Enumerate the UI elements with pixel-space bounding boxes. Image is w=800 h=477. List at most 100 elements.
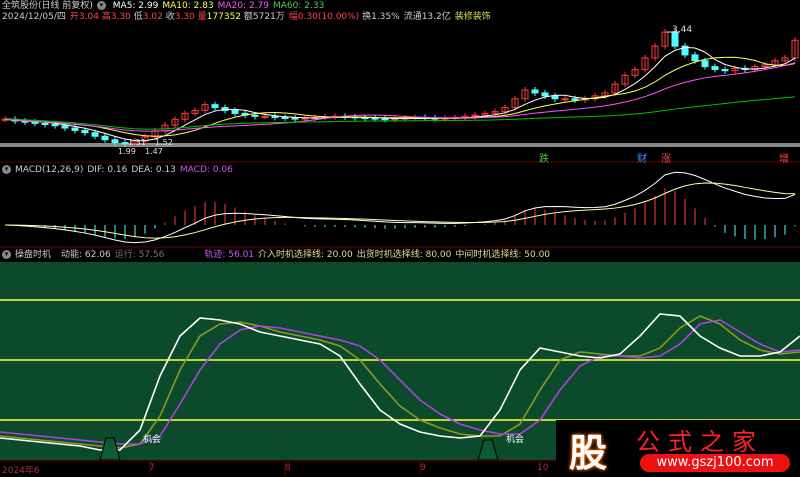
candle bbox=[521, 89, 529, 100]
macd-title: MACD(12,26,9) bbox=[15, 165, 84, 175]
chance-label-1: 机会 bbox=[143, 435, 162, 445]
candle bbox=[101, 135, 109, 141]
candle bbox=[631, 69, 639, 76]
candle bbox=[511, 98, 519, 109]
ma5-line bbox=[4, 46, 796, 142]
settings-toggle-icon[interactable]: ▾ bbox=[96, 1, 106, 10]
timing-purple-line bbox=[0, 319, 800, 445]
ma20-line bbox=[4, 62, 796, 132]
axis-label-oct: 10 bbox=[537, 463, 549, 473]
ma20-label: MA20: 2.79 bbox=[217, 1, 269, 11]
candle bbox=[481, 112, 489, 116]
low-label: 低 bbox=[133, 12, 143, 22]
macd-value: MACD: 0.06 bbox=[179, 165, 233, 175]
signal-rise: 涨 bbox=[661, 154, 671, 165]
axis-label-jul: 7 bbox=[149, 463, 155, 473]
candle bbox=[231, 109, 239, 114]
ma10-line bbox=[4, 56, 796, 137]
timing-header: ▾ 操盘时机 动能: 62.06 运行: 57.56 轨迹: 56.01 介入时机选择线:… bbox=[2, 249, 554, 261]
candle bbox=[171, 118, 179, 126]
signal-finance: 财 bbox=[637, 154, 647, 165]
candle bbox=[181, 112, 189, 120]
low-value: 3.02 bbox=[142, 12, 163, 22]
candle bbox=[691, 54, 699, 62]
chance-marker bbox=[477, 439, 499, 461]
macd-toggle-icon[interactable]: ▾ bbox=[2, 165, 11, 174]
track-value: 轨迹: 56.01 bbox=[204, 250, 255, 260]
candle bbox=[91, 132, 99, 137]
candle bbox=[251, 114, 259, 117]
high-marker-label: 3.44 bbox=[672, 25, 693, 35]
candle bbox=[291, 117, 299, 120]
macd-header: ▾ MACD(12,26,9) DIF: 0.16 DEA: 0.13 MACD: 0.… bbox=[2, 164, 237, 176]
candle bbox=[261, 115, 269, 118]
candle bbox=[531, 89, 539, 94]
candle bbox=[751, 66, 759, 71]
chance-marker bbox=[99, 437, 121, 461]
change-value: 0.30(10.00%) bbox=[297, 12, 360, 22]
axis-label-aug: 8 bbox=[285, 463, 291, 473]
high-label: 高 bbox=[101, 12, 111, 22]
panel-separator bbox=[0, 143, 800, 147]
timing-white-line bbox=[0, 313, 800, 451]
candle bbox=[281, 117, 289, 120]
macd-dea: DEA: 0.13 bbox=[131, 165, 176, 175]
candle bbox=[571, 98, 579, 101]
candle bbox=[541, 92, 549, 97]
candle bbox=[271, 115, 279, 119]
watermark-url: www.gszj100.com bbox=[640, 454, 790, 472]
candle bbox=[31, 121, 39, 124]
timing-toggle-icon[interactable]: ▾ bbox=[2, 250, 11, 259]
macd-dif: DIF: 0.16 bbox=[87, 165, 128, 175]
candle bbox=[71, 127, 79, 131]
quote-date: 2024/12/05/四 bbox=[2, 12, 66, 22]
candle bbox=[121, 142, 129, 145]
candle bbox=[551, 95, 559, 100]
chance-label-2: 机会 bbox=[506, 435, 525, 445]
candle bbox=[211, 104, 219, 109]
candle bbox=[761, 64, 769, 68]
ma60-line bbox=[4, 96, 796, 130]
candle bbox=[491, 111, 499, 114]
candle bbox=[791, 39, 799, 59]
watermark-name: 公式之家 bbox=[636, 428, 764, 456]
candle bbox=[701, 60, 709, 68]
change-label: 幅 bbox=[288, 12, 298, 22]
exit-line-label: 出货时机选择线: 80.00 bbox=[356, 250, 452, 260]
low-marker-label-4: 1.47 bbox=[145, 147, 163, 156]
ma5-label: MA5: 2.99 bbox=[112, 1, 159, 11]
amount: 额5721万 bbox=[243, 12, 285, 22]
ma60-label: MA60: 2.33 bbox=[272, 1, 325, 11]
candle bbox=[641, 57, 649, 71]
axis-label-sep: 9 bbox=[420, 463, 426, 473]
candle bbox=[191, 109, 199, 114]
timing-olive-line bbox=[0, 315, 800, 449]
candle bbox=[661, 31, 669, 47]
watermark-logo: 股 公式之家 www.gszj100.com bbox=[556, 420, 800, 475]
candle bbox=[561, 98, 569, 101]
power-value: 动能: 62.06 bbox=[61, 250, 111, 260]
candle bbox=[471, 114, 479, 117]
industry-link[interactable]: 装修装饰 bbox=[454, 12, 491, 22]
price-header: 全筑股份(日线 前复权) ▾ MA5: 2.99 MA10: 2.83 MA20: 2… bbox=[2, 0, 328, 12]
axis-label-jun: 2024年6 bbox=[2, 466, 40, 476]
candle bbox=[611, 83, 619, 94]
signal-increase: 增 bbox=[779, 154, 789, 165]
candle bbox=[51, 124, 59, 127]
candle bbox=[381, 118, 389, 121]
low-marker-label: 1.51 bbox=[128, 138, 146, 147]
run-value: 运行: 57.56 bbox=[114, 250, 165, 260]
low-marker-label-2: 1.52 bbox=[155, 138, 173, 147]
candle bbox=[111, 139, 119, 144]
candle bbox=[731, 67, 739, 72]
high-value: 3.30 bbox=[110, 12, 131, 22]
dea-line bbox=[4, 182, 796, 239]
candle bbox=[781, 57, 789, 62]
candle bbox=[41, 122, 49, 126]
candle bbox=[61, 125, 69, 129]
signal-fall: 跌 bbox=[539, 154, 549, 165]
close-value: 3.30 bbox=[174, 12, 195, 22]
open-label: 开 bbox=[69, 12, 79, 22]
watermark-char: 股 bbox=[568, 431, 607, 475]
volume-label: 量 bbox=[197, 12, 207, 22]
